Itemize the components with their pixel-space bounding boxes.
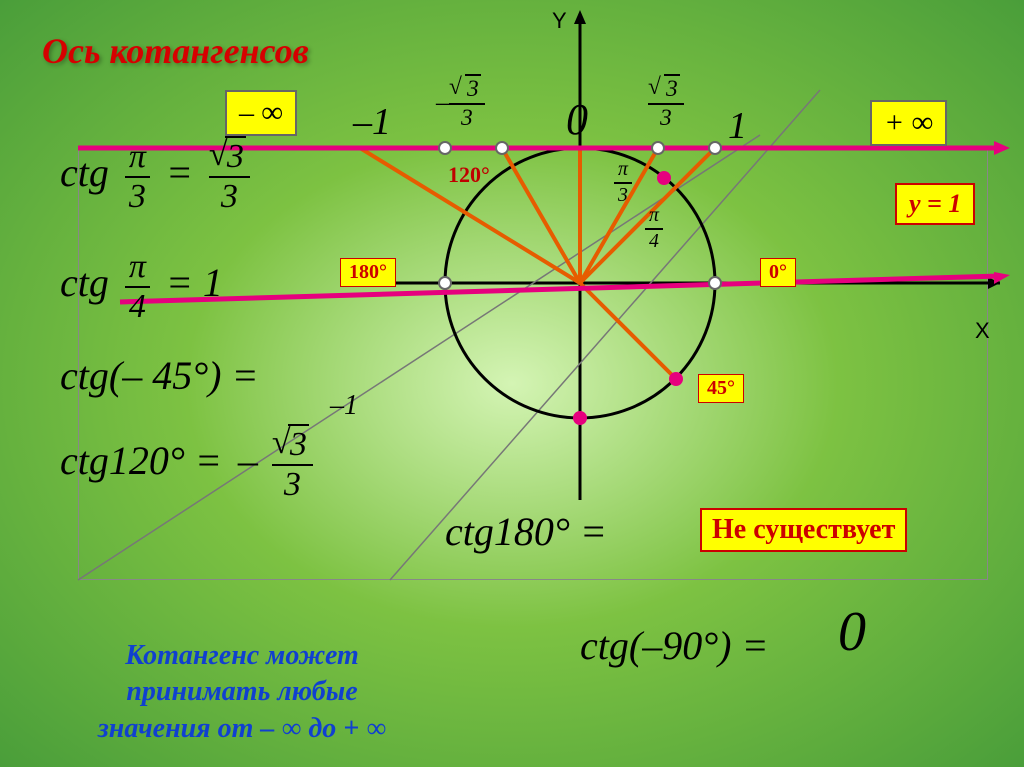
formula-ctg-pi3: ctg π3 = 33 <box>60 140 250 214</box>
ray-120 <box>502 148 580 283</box>
y-axis-arrow <box>574 10 586 24</box>
pt-left <box>439 277 451 289</box>
x-axis-label: X <box>975 318 990 344</box>
pt-top-60 <box>652 142 664 154</box>
formula-ctg-neg45: ctg(– 45°) = <box>60 352 259 399</box>
formula-ctg-pi4: ctg π4 = 1 <box>60 250 223 324</box>
pt-bottom <box>573 411 587 425</box>
frac-neg-sqrt3-3: –33 <box>436 78 485 131</box>
angle-45-label: 45° <box>698 374 744 403</box>
page-title: Ось котангенсов <box>42 30 309 72</box>
not-exist-box: Не существует <box>700 508 907 552</box>
pt-top-120 <box>496 142 508 154</box>
frac-pi-4: π4 <box>645 206 663 252</box>
formula-ctg-120: ctg120° = – 33 <box>60 428 313 502</box>
formula-ctg-neg90: ctg(–90°) = <box>580 622 769 669</box>
y-axis-label: Y <box>552 8 567 34</box>
footnote-line-1: Котангенс может <box>42 638 442 674</box>
ray-neg45 <box>580 283 676 379</box>
cotangent-axis-arrow <box>994 141 1010 155</box>
formula-ctg-180: ctg180° = <box>445 508 607 555</box>
frac-sqrt3-3: 33 <box>648 78 684 131</box>
angle-120-label: 120° <box>448 162 490 188</box>
angle-180-label: 180° <box>340 258 396 287</box>
tick-0: 0 <box>566 94 588 145</box>
frac-pi-3: π3 <box>614 160 632 206</box>
tick-neg1-lower: –1 <box>330 390 358 422</box>
pt-neg45 <box>669 372 683 386</box>
pos-infinity-box: + ∞ <box>870 100 947 146</box>
pt-top-1 <box>709 142 721 154</box>
tick-1: 1 <box>728 104 747 148</box>
y-equals-1-label: y = 1 <box>895 183 975 225</box>
tick-neg1: –1 <box>353 100 391 144</box>
pt-right <box>709 277 721 289</box>
secondary-magenta-line <box>120 276 1000 302</box>
neg-infinity-box: – ∞ <box>225 90 297 136</box>
formula-ctg-neg90-rhs: 0 <box>838 600 866 664</box>
pt-top-neg1 <box>439 142 451 154</box>
footnote-line-2: принимать любые <box>42 674 442 710</box>
secondary-magenta-arrow <box>994 272 1010 284</box>
pt-60circle <box>657 171 671 185</box>
angle-0-label: 0° <box>760 258 796 287</box>
footnote: Котангенс может принимать любые значения… <box>42 638 442 747</box>
footnote-line-3: значения от – ∞ до + ∞ <box>42 711 442 747</box>
